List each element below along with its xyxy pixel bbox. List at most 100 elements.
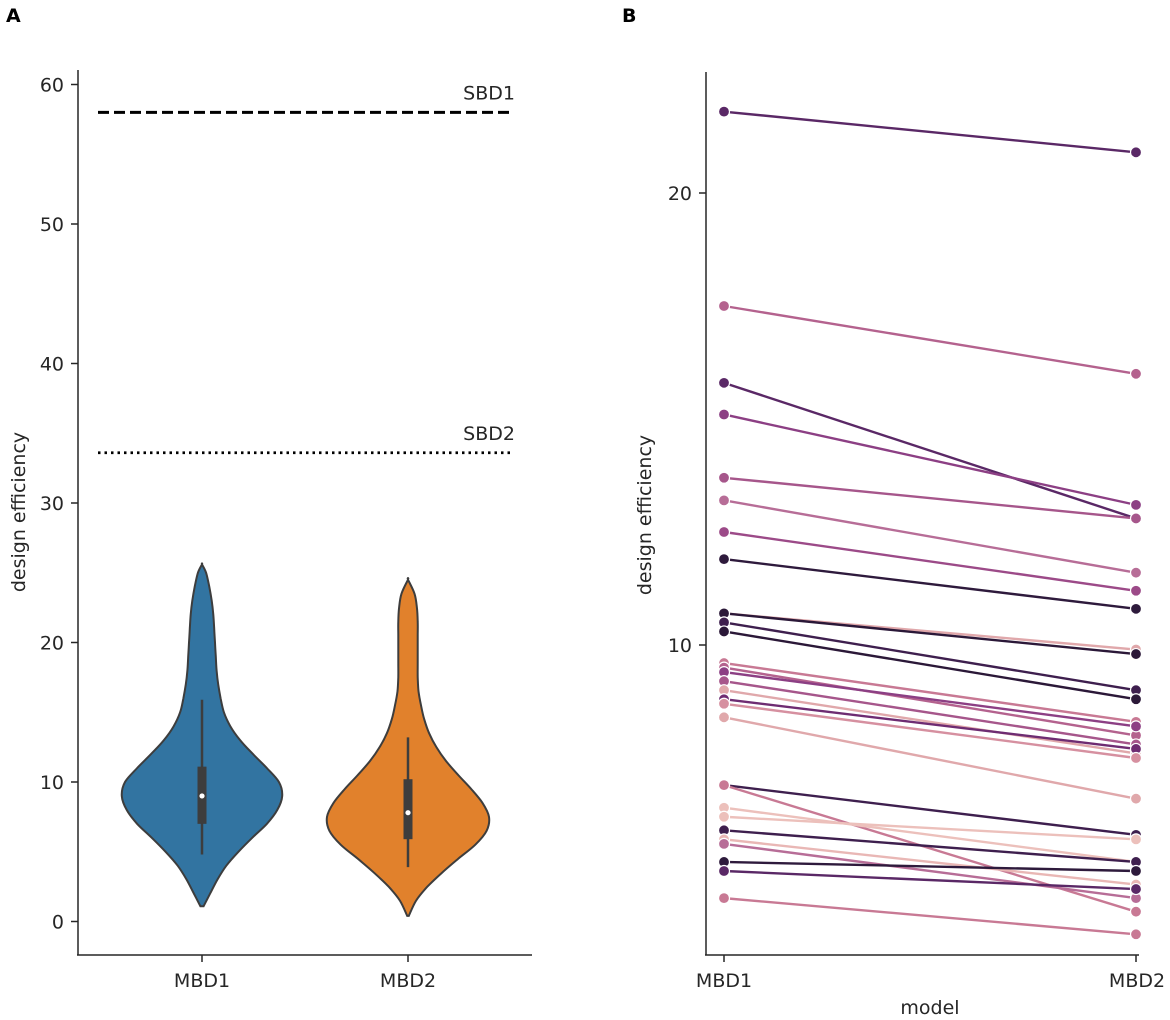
series-pair [717, 105, 1143, 159]
series-point [1129, 751, 1143, 765]
violin-plot-panel: SBD1 SBD2 0 10 20 30 40 50 60 MBD1 MBD2 design e… [8, 70, 532, 992]
x-ticks: MBD1 MBD2 [174, 955, 436, 992]
series-pair [717, 779, 1143, 841]
series-pair [717, 471, 1143, 525]
series-pair [717, 616, 1143, 697]
series-pair [717, 711, 1143, 805]
y-tick-label: 50 [40, 214, 64, 236]
y-axis-title: design efficiency [634, 435, 656, 595]
series-pair [717, 892, 1143, 941]
series-line [723, 869, 1137, 891]
series-point [717, 892, 731, 905]
series-point [717, 408, 731, 421]
y-ticks: 10 20 [668, 183, 706, 657]
series-group [717, 105, 1143, 941]
series-line [723, 783, 1137, 913]
series-line [723, 815, 1137, 841]
series-line [723, 612, 1137, 656]
series-point [1129, 882, 1143, 896]
series-point [1129, 864, 1143, 878]
series-line [723, 838, 1137, 886]
series-pair [717, 666, 1143, 733]
series-point [1129, 905, 1143, 918]
y-tick-label: 20 [40, 633, 64, 655]
x-tick-label: MBD1 [696, 970, 752, 992]
series-line [723, 679, 1137, 746]
x-ticks: MBD1 MBD2 [696, 955, 1165, 992]
series-line [723, 557, 1137, 611]
series-line [723, 630, 1137, 701]
series-line [723, 783, 1137, 837]
series-point [1129, 833, 1143, 846]
panel-label-b: B [622, 5, 636, 27]
series-point [717, 864, 731, 878]
x-tick-label: MBD1 [174, 970, 230, 992]
series-line [723, 702, 1137, 760]
series-line [723, 530, 1137, 592]
series-point [717, 697, 731, 710]
series-point [717, 299, 731, 313]
reference-label-sbd1: SBD1 [463, 82, 515, 104]
series-line [723, 896, 1137, 936]
y-tick-label: 0 [52, 912, 64, 934]
series-line [723, 666, 1137, 737]
series-point [1129, 584, 1143, 597]
violin-iqr-box [403, 779, 413, 840]
series-point [1129, 720, 1143, 733]
y-tick-label: 40 [40, 354, 64, 376]
series-line [723, 716, 1137, 800]
series-point [1129, 928, 1143, 941]
series-point [717, 837, 731, 850]
series-point [717, 105, 731, 118]
series-line [723, 304, 1137, 375]
series-line [723, 621, 1137, 692]
series-point [1129, 647, 1143, 661]
series-line [723, 842, 1137, 900]
series-pair [717, 855, 1143, 878]
series-pair [717, 408, 1143, 511]
series-pair [717, 607, 1143, 661]
series-point [1129, 146, 1143, 159]
series-pair [717, 779, 1143, 918]
violin-median-dot [405, 810, 411, 816]
x-tick-label: MBD2 [380, 970, 436, 992]
series-line [723, 413, 1137, 507]
series-line [723, 698, 1137, 751]
reference-label-sbd2: SBD2 [463, 423, 515, 445]
series-pair [717, 684, 1143, 760]
y-tick-label: 30 [40, 493, 64, 515]
series-pair [717, 833, 1143, 891]
series-point [717, 471, 731, 484]
series-pair [717, 697, 1143, 765]
series-pair [717, 299, 1143, 380]
series-line [723, 806, 1137, 864]
series-pair [717, 494, 1143, 579]
series-line [723, 661, 1137, 724]
series-pair [717, 376, 1143, 525]
series-point [1129, 792, 1143, 805]
series-pair [717, 625, 1143, 706]
series-point [1129, 367, 1143, 380]
series-line [723, 499, 1137, 574]
panel-label-a: A [6, 5, 21, 27]
series-point [1129, 512, 1143, 525]
y-tick-label: 10 [40, 772, 64, 794]
series-line [723, 476, 1137, 520]
series-line [723, 689, 1137, 755]
series-point [1129, 498, 1143, 511]
series-point [717, 494, 731, 507]
series-pair [717, 810, 1143, 846]
series-pair [717, 553, 1143, 615]
series-pair [717, 525, 1143, 597]
x-axis-title: model [900, 997, 959, 1019]
series-point [1129, 566, 1143, 579]
series-point [717, 553, 731, 566]
series-line [723, 670, 1137, 728]
violin-group [120, 562, 491, 917]
y-tick-label: 60 [40, 75, 64, 97]
series-point [717, 711, 731, 724]
series-line [723, 381, 1137, 520]
series-point [717, 376, 731, 389]
violin-median-dot [199, 793, 205, 799]
